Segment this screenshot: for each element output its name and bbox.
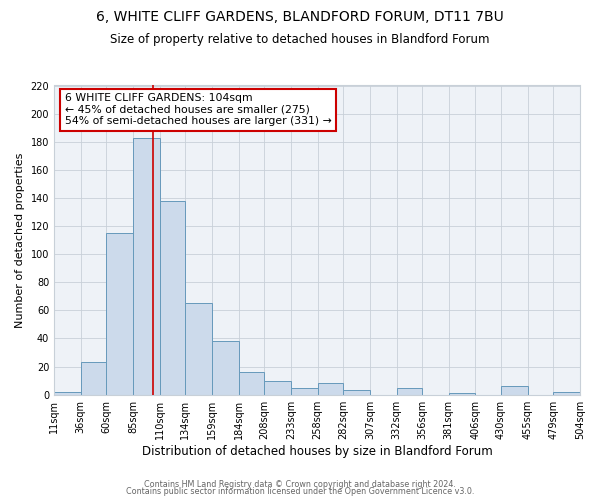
Bar: [317, 384, 343, 394]
Bar: [106, 233, 133, 394]
Bar: [54, 392, 81, 394]
Text: Contains HM Land Registry data © Crown copyright and database right 2024.: Contains HM Land Registry data © Crown c…: [144, 480, 456, 489]
Text: Size of property relative to detached houses in Blandford Forum: Size of property relative to detached ho…: [110, 32, 490, 46]
Bar: [291, 388, 317, 394]
Bar: [185, 304, 212, 394]
X-axis label: Distribution of detached houses by size in Blandford Forum: Distribution of detached houses by size …: [142, 444, 493, 458]
Text: 6 WHITE CLIFF GARDENS: 104sqm
← 45% of detached houses are smaller (275)
54% of : 6 WHITE CLIFF GARDENS: 104sqm ← 45% of d…: [65, 93, 331, 126]
Y-axis label: Number of detached properties: Number of detached properties: [15, 152, 25, 328]
Bar: [553, 392, 580, 394]
Bar: [81, 362, 106, 394]
Text: Contains public sector information licensed under the Open Government Licence v3: Contains public sector information licen…: [126, 488, 474, 496]
Bar: [501, 386, 528, 394]
Bar: [343, 390, 370, 394]
Bar: [212, 342, 239, 394]
Bar: [160, 201, 185, 394]
Bar: [239, 372, 264, 394]
Bar: [397, 388, 422, 394]
Bar: [264, 380, 291, 394]
Text: 6, WHITE CLIFF GARDENS, BLANDFORD FORUM, DT11 7BU: 6, WHITE CLIFF GARDENS, BLANDFORD FORUM,…: [96, 10, 504, 24]
Bar: [133, 138, 160, 394]
